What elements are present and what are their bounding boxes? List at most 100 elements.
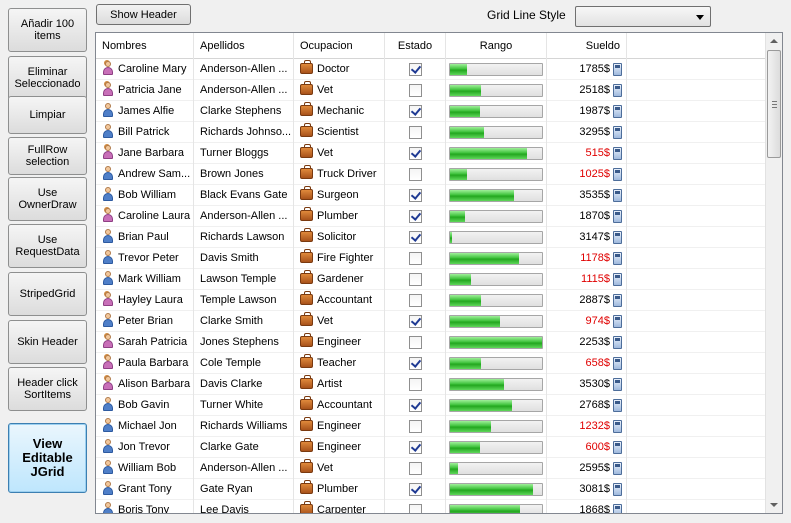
cell-nombre[interactable]: Patricia Jane [96,80,194,101]
table-row[interactable]: Brian Paul Richards Lawson Solicitor 3147$ [96,227,766,248]
cell-ocupacion[interactable]: Artist [294,374,385,395]
estado-checkbox[interactable] [409,105,422,118]
cell-sueldo[interactable]: 3530$ [547,374,627,395]
table-row[interactable]: Bob William Black Evans Gate Surgeon 3535$ [96,185,766,206]
calculator-icon[interactable] [613,357,622,370]
table-row[interactable]: Jon Trevor Clarke Gate Engineer 600$ [96,437,766,458]
cell-nombre[interactable]: Caroline Mary [96,59,194,80]
table-row[interactable]: Trevor Peter Davis Smith Fire Fighter 1178$ [96,248,766,269]
table-row[interactable]: Sarah Patricia Jones Stephens Engineer 2253… [96,332,766,353]
cell-sueldo[interactable]: 1987$ [547,101,627,122]
table-row[interactable]: Boris Tony Lee Davis Carpenter 1868$ [96,500,766,513]
cell-ocupacion[interactable]: Plumber [294,479,385,500]
table-row[interactable]: Patricia Jane Anderson-Allen ... Vet 2518$ [96,80,766,101]
cell-ocupacion[interactable]: Engineer [294,416,385,437]
clear-button[interactable]: Limpiar [8,96,87,134]
estado-checkbox[interactable] [409,252,422,265]
calculator-icon[interactable] [613,273,622,286]
cell-sueldo[interactable]: 1785$ [547,59,627,80]
calculator-icon[interactable] [613,252,622,265]
estado-checkbox[interactable] [409,378,422,391]
cell-sueldo[interactable]: 658$ [547,353,627,374]
cell-apellido[interactable]: Brown Jones [194,164,294,185]
estado-checkbox[interactable] [409,399,422,412]
cell-nombre[interactable]: Sarah Patricia [96,332,194,353]
scroll-up-icon[interactable] [770,39,778,43]
cell-sueldo[interactable]: 2595$ [547,458,627,479]
cell-apellido[interactable]: Jones Stephens [194,332,294,353]
cell-ocupacion[interactable]: Fire Fighter [294,248,385,269]
cell-sueldo[interactable]: 1025$ [547,164,627,185]
cell-nombre[interactable]: Bob Gavin [96,395,194,416]
cell-nombre[interactable]: Jane Barbara [96,143,194,164]
cell-sueldo[interactable]: 2518$ [547,80,627,101]
cell-nombre[interactable]: Alison Barbara [96,374,194,395]
use-ownerdraw-button[interactable]: Use OwnerDraw [8,177,87,221]
estado-checkbox[interactable] [409,504,422,513]
cell-sueldo[interactable]: 3147$ [547,227,627,248]
cell-apellido[interactable]: Richards Johnso... [194,122,294,143]
cell-ocupacion[interactable]: Engineer [294,332,385,353]
cell-nombre[interactable]: Jon Trevor [96,437,194,458]
estado-checkbox[interactable] [409,210,422,223]
cell-nombre[interactable]: Bob William [96,185,194,206]
use-requestdata-button[interactable]: Use RequestData [8,224,87,268]
table-row[interactable]: Michael Jon Richards Williams Engineer 1232… [96,416,766,437]
table-row[interactable]: Andrew Sam... Brown Jones Truck Driver 1025… [96,164,766,185]
cell-apellido[interactable]: Cole Temple [194,353,294,374]
calculator-icon[interactable] [613,504,622,513]
cell-ocupacion[interactable]: Vet [294,80,385,101]
calculator-icon[interactable] [613,168,622,181]
cell-sueldo[interactable]: 1870$ [547,206,627,227]
column-header-rango[interactable]: Rango [446,33,547,59]
cell-apellido[interactable]: Gate Ryan [194,479,294,500]
calculator-icon[interactable] [613,420,622,433]
cell-sueldo[interactable]: 3535$ [547,185,627,206]
estado-checkbox[interactable] [409,336,422,349]
estado-checkbox[interactable] [409,315,422,328]
calculator-icon[interactable] [613,63,622,76]
estado-checkbox[interactable] [409,420,422,433]
scroll-down-icon[interactable] [770,503,778,507]
cell-apellido[interactable]: Turner Bloggs [194,143,294,164]
calculator-icon[interactable] [613,336,622,349]
table-row[interactable]: Grant Tony Gate Ryan Plumber 3081$ [96,479,766,500]
cell-nombre[interactable]: Andrew Sam... [96,164,194,185]
cell-nombre[interactable]: Hayley Laura [96,290,194,311]
cell-apellido[interactable]: Clarke Stephens [194,101,294,122]
cell-sueldo[interactable]: 1232$ [547,416,627,437]
table-row[interactable]: James Alfie Clarke Stephens Mechanic 1987$ [96,101,766,122]
cell-apellido[interactable]: Richards Williams [194,416,294,437]
cell-ocupacion[interactable]: Solicitor [294,227,385,248]
cell-sueldo[interactable]: 1178$ [547,248,627,269]
cell-sueldo[interactable]: 3295$ [547,122,627,143]
cell-sueldo[interactable]: 1115$ [547,269,627,290]
table-row[interactable]: Peter Brian Clarke Smith Vet 974$ [96,311,766,332]
table-row[interactable]: Caroline Mary Anderson-Allen ... Doctor 178… [96,59,766,80]
cell-apellido[interactable]: Anderson-Allen ... [194,59,294,80]
cell-nombre[interactable]: James Alfie [96,101,194,122]
column-header-apellidos[interactable]: Apellidos [194,33,294,59]
calculator-icon[interactable] [613,84,622,97]
cell-nombre[interactable]: Brian Paul [96,227,194,248]
calculator-icon[interactable] [613,294,622,307]
cell-apellido[interactable]: Clarke Smith [194,311,294,332]
estado-checkbox[interactable] [409,294,422,307]
grid-line-style-select[interactable] [575,6,711,27]
cell-nombre[interactable]: Peter Brian [96,311,194,332]
calculator-icon[interactable] [613,189,622,202]
cell-ocupacion[interactable]: Doctor [294,59,385,80]
cell-nombre[interactable]: Grant Tony [96,479,194,500]
scrollbar-thumb[interactable] [767,50,781,158]
table-row[interactable]: Bob Gavin Turner White Accountant 2768$ [96,395,766,416]
view-editable-jgrid-button[interactable]: View Editable JGrid [8,423,87,493]
calculator-icon[interactable] [613,231,622,244]
cell-nombre[interactable]: Caroline Laura [96,206,194,227]
cell-nombre[interactable]: Bill Patrick [96,122,194,143]
calculator-icon[interactable] [613,210,622,223]
table-row[interactable]: Bill Patrick Richards Johnso... Scientist 3… [96,122,766,143]
cell-ocupacion[interactable]: Carpenter [294,500,385,513]
table-row[interactable]: Hayley Laura Temple Lawson Accountant 2887$ [96,290,766,311]
table-row[interactable]: Mark William Lawson Temple Gardener 1115$ [96,269,766,290]
cell-ocupacion[interactable]: Gardener [294,269,385,290]
